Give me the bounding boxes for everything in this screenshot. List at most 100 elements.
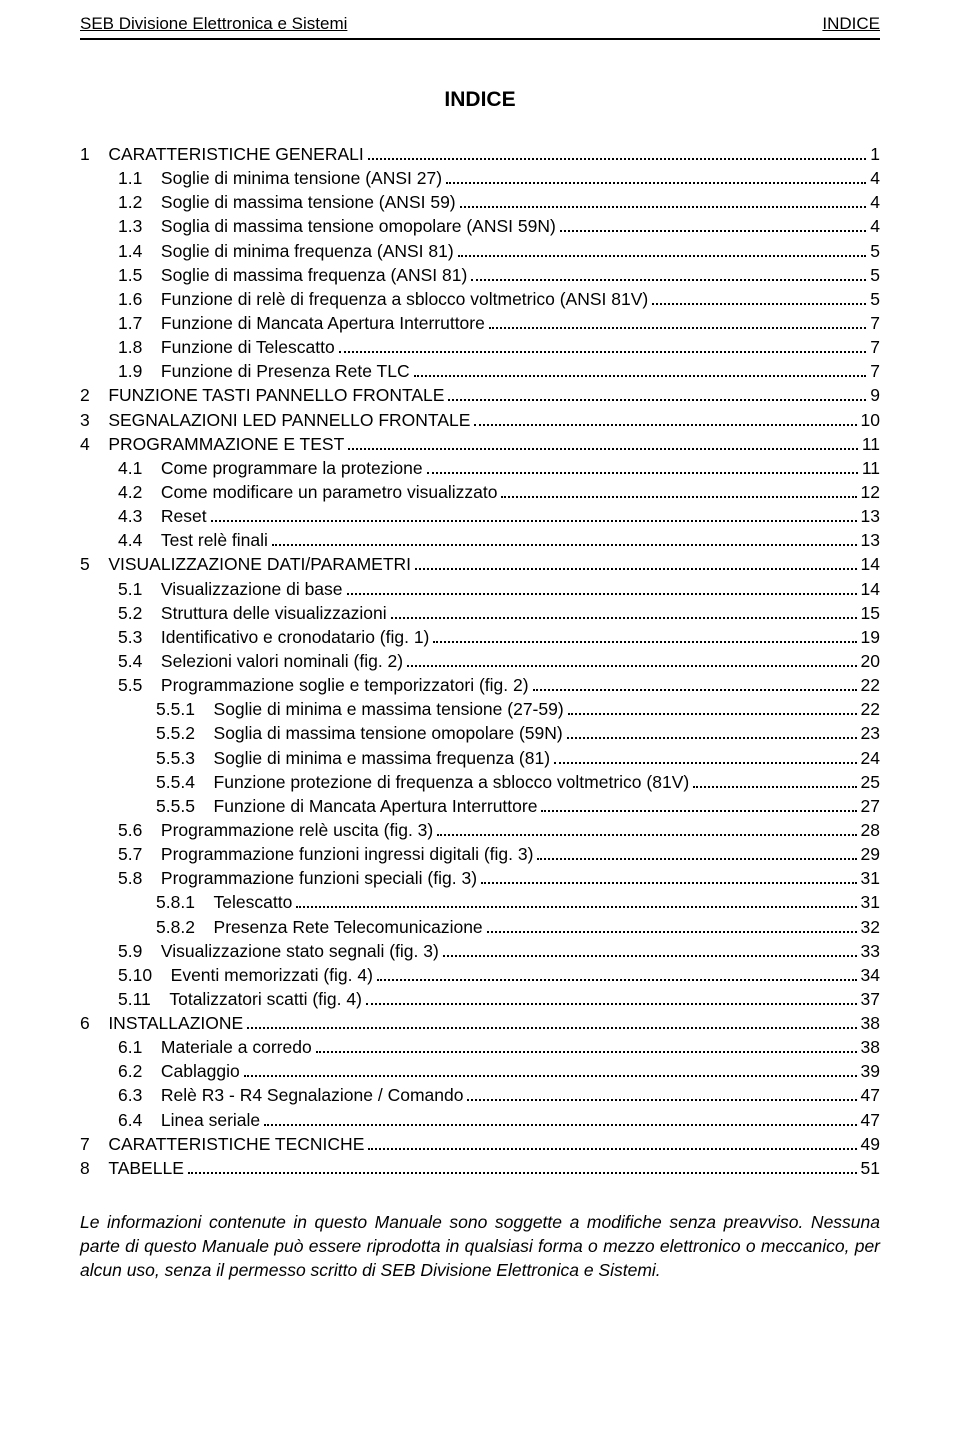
toc-number: 1 bbox=[80, 142, 90, 166]
toc-number: 6.4 bbox=[118, 1108, 142, 1132]
toc-number: 5.5.2 bbox=[156, 721, 195, 745]
toc-entry: 4.4 Test relè finali13 bbox=[80, 528, 880, 552]
toc-page: 11 bbox=[862, 456, 880, 480]
toc-page: 47 bbox=[861, 1083, 880, 1107]
toc-entry: 5.3 Identificativo e cronodatario (fig. … bbox=[80, 625, 880, 649]
toc-page: 9 bbox=[870, 383, 880, 407]
toc-text: INSTALLAZIONE bbox=[90, 1011, 243, 1035]
toc-text: Selezioni valori nominali (fig. 2) bbox=[142, 649, 403, 673]
toc-leader-dots bbox=[489, 311, 866, 329]
toc-number: 1.8 bbox=[118, 335, 142, 359]
toc-text: Visualizzazione di base bbox=[142, 577, 342, 601]
toc-entry: 5.5.2 Soglia di massima tensione omopola… bbox=[80, 721, 880, 745]
toc-page: 10 bbox=[861, 408, 880, 432]
toc-text: Soglie di minima e massima tensione (27-… bbox=[195, 697, 564, 721]
toc-number: 1.7 bbox=[118, 311, 142, 335]
toc-leader-dots bbox=[481, 866, 857, 884]
toc-number: 5.7 bbox=[118, 842, 142, 866]
toc-text: CARATTERISTICHE GENERALI bbox=[90, 142, 364, 166]
toc-leader-dots bbox=[348, 432, 858, 450]
toc-leader-dots bbox=[391, 601, 857, 619]
header-left: SEB Divisione Elettronica e Sistemi bbox=[80, 14, 347, 34]
toc-page: 39 bbox=[861, 1059, 880, 1083]
toc-entry: 1.7 Funzione di Mancata Apertura Interru… bbox=[80, 311, 880, 335]
toc-page: 4 bbox=[870, 166, 880, 190]
toc-entry: 6.3 Relè R3 - R4 Segnalazione / Comando4… bbox=[80, 1083, 880, 1107]
toc-number: 5.5.3 bbox=[156, 746, 195, 770]
toc-text: Linea seriale bbox=[142, 1108, 260, 1132]
toc-entry: 1.1 Soglie di minima tensione (ANSI 27)4 bbox=[80, 166, 880, 190]
toc-entry: 5.5.3 Soglie di minima e massima frequen… bbox=[80, 746, 880, 770]
header: SEB Divisione Elettronica e Sistemi INDI… bbox=[80, 0, 880, 40]
toc-entry: 6.2 Cablaggio39 bbox=[80, 1059, 880, 1083]
toc-entry: 1.9 Funzione di Presenza Rete TLC7 bbox=[80, 359, 880, 383]
toc-text: Funzione di Mancata Apertura Interruttor… bbox=[142, 311, 485, 335]
toc-leader-dots bbox=[368, 142, 867, 160]
toc-number: 4.4 bbox=[118, 528, 142, 552]
toc-entry: 8 TABELLE51 bbox=[80, 1156, 880, 1180]
toc-leader-dots bbox=[443, 939, 857, 957]
toc-number: 5.8.2 bbox=[156, 915, 195, 939]
toc-number: 5.1 bbox=[118, 577, 142, 601]
toc-text: Soglia di massima tensione omopolare (59… bbox=[195, 721, 563, 745]
toc-leader-dots bbox=[474, 408, 856, 426]
toc-leader-dots bbox=[272, 529, 857, 547]
toc-page: 23 bbox=[861, 721, 880, 745]
toc-number: 5.4 bbox=[118, 649, 142, 673]
toc-leader-dots bbox=[244, 1060, 857, 1078]
toc-entry: 1.2 Soglie di massima tensione (ANSI 59)… bbox=[80, 190, 880, 214]
toc-leader-dots bbox=[567, 722, 857, 740]
toc-leader-dots bbox=[407, 649, 856, 667]
toc-text: Come programmare la protezione bbox=[142, 456, 422, 480]
toc-number: 4.1 bbox=[118, 456, 142, 480]
toc-leader-dots bbox=[460, 191, 867, 209]
toc-entry: 2 FUNZIONE TASTI PANNELLO FRONTALE9 bbox=[80, 383, 880, 407]
toc-text: Programmazione soglie e temporizzatori (… bbox=[142, 673, 528, 697]
toc-text: Funzione protezione di frequenza a sbloc… bbox=[195, 770, 689, 794]
toc-entry: 1.6 Funzione di relè di frequenza a sblo… bbox=[80, 287, 880, 311]
toc-leader-dots bbox=[693, 770, 856, 788]
toc-page: 11 bbox=[862, 432, 880, 456]
toc-leader-dots bbox=[501, 480, 856, 498]
toc-number: 1.9 bbox=[118, 359, 142, 383]
toc-number: 5.8.1 bbox=[156, 890, 195, 914]
toc-leader-dots bbox=[554, 746, 856, 764]
toc-entry: 4.1 Come programmare la protezione 11 bbox=[80, 456, 880, 480]
toc-number: 1.3 bbox=[118, 214, 142, 238]
toc-entry: 4 PROGRAMMAZIONE E TEST11 bbox=[80, 432, 880, 456]
toc-entry: 1.5 Soglie di massima frequenza (ANSI 81… bbox=[80, 263, 880, 287]
toc-entry: 6 INSTALLAZIONE38 bbox=[80, 1011, 880, 1035]
toc-number: 5.6 bbox=[118, 818, 142, 842]
toc-leader-dots bbox=[448, 384, 866, 402]
toc-page: 22 bbox=[861, 697, 880, 721]
toc-page: 20 bbox=[861, 649, 880, 673]
toc-leader-dots bbox=[537, 842, 856, 860]
toc-number: 4.2 bbox=[118, 480, 142, 504]
toc-entry: 5.1 Visualizzazione di base14 bbox=[80, 577, 880, 601]
toc-entry: 5.8.2 Presenza Rete Telecomunicazione32 bbox=[80, 915, 880, 939]
toc-text: CARATTERISTICHE TECNICHE bbox=[90, 1132, 365, 1156]
toc-leader-dots bbox=[414, 360, 867, 378]
toc-number: 5.5.4 bbox=[156, 770, 195, 794]
toc-text: Programmazione funzioni ingressi digital… bbox=[142, 842, 533, 866]
toc-text: Programmazione relè uscita (fig. 3) bbox=[142, 818, 433, 842]
toc-page: 12 bbox=[861, 480, 880, 504]
toc-page: 13 bbox=[861, 504, 880, 528]
toc-number: 5 bbox=[80, 552, 90, 576]
toc-leader-dots bbox=[427, 456, 858, 474]
toc-leader-dots bbox=[339, 335, 867, 353]
toc-page: 29 bbox=[861, 842, 880, 866]
toc-leader-dots bbox=[652, 287, 866, 305]
toc-text: PROGRAMMAZIONE E TEST bbox=[90, 432, 345, 456]
toc-entry: 4.3 Reset13 bbox=[80, 504, 880, 528]
toc-entry: 7 CARATTERISTICHE TECNICHE49 bbox=[80, 1132, 880, 1156]
toc-leader-dots bbox=[264, 1108, 856, 1126]
toc-entry: 1.8 Funzione di Telescatto7 bbox=[80, 335, 880, 359]
toc-leader-dots bbox=[433, 625, 856, 643]
toc-text: Soglie di minima e massima frequenza (81… bbox=[195, 746, 550, 770]
toc-entry: 5.5.4 Funzione protezione di frequenza a… bbox=[80, 770, 880, 794]
toc-number: 6.2 bbox=[118, 1059, 142, 1083]
toc-entry: 6.1 Materiale a corredo38 bbox=[80, 1035, 880, 1059]
toc-text: Soglie di massima frequenza (ANSI 81) bbox=[142, 263, 467, 287]
toc-page: 34 bbox=[861, 963, 880, 987]
